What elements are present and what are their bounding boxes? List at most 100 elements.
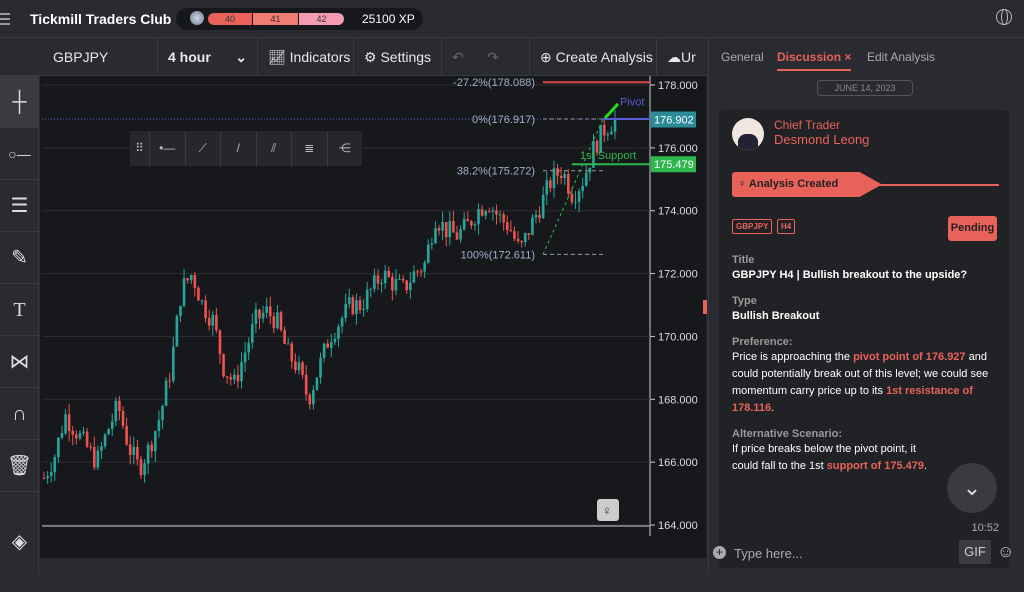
- crosshair-tool[interactable]: ┼: [0, 76, 39, 128]
- candle-body: [75, 434, 78, 439]
- price-tick-label: 168.000: [658, 394, 698, 406]
- emoji-icon[interactable]: ☺: [997, 542, 1015, 561]
- candle-body: [121, 411, 125, 426]
- create-analysis-button[interactable]: ⊕ Create Analysis: [530, 38, 657, 76]
- candle-body: [602, 124, 606, 136]
- message-card: Chief Trader Desmond Leong ♀ Analysis Cr…: [719, 110, 1009, 568]
- add-attachment-icon[interactable]: +: [713, 546, 726, 559]
- candle-body: [46, 476, 49, 479]
- candle-body: [534, 214, 538, 218]
- candle-body: [473, 224, 477, 226]
- candle-body: [444, 222, 448, 238]
- trash-icon[interactable]: 🗑︎: [0, 440, 39, 492]
- scroll-down-button[interactable]: ⌄: [947, 463, 997, 513]
- candle-body: [405, 280, 409, 291]
- settings-button[interactable]: ⚙ Settings: [354, 38, 442, 76]
- candle-body: [409, 282, 412, 291]
- candle-body: [186, 278, 189, 281]
- alternative-label: Alternative Scenario:: [732, 428, 843, 440]
- candle-body: [344, 303, 347, 318]
- candle-body: [240, 362, 243, 382]
- upload-button[interactable]: ☁Ur: [657, 38, 708, 76]
- candle-body: [488, 211, 491, 213]
- lightbulb-icon: ♀: [738, 178, 747, 190]
- candle-body: [53, 457, 57, 473]
- candle-body: [114, 400, 118, 422]
- candle-body: [437, 228, 441, 231]
- segment-icon[interactable]: /: [221, 131, 257, 166]
- plus-circle-icon: ⊕: [540, 49, 556, 65]
- indicators-button[interactable]: 📈︎ Indicators: [258, 38, 354, 76]
- candle-body: [286, 343, 290, 345]
- candle-body: [110, 421, 114, 429]
- tab-discussion-label: Discussion: [777, 50, 842, 64]
- candle-body: [64, 414, 67, 434]
- layers-icon[interactable]: ◈: [11, 531, 28, 553]
- timeframe-select[interactable]: 4 hour ⌄: [158, 38, 258, 76]
- candle-body: [556, 168, 559, 176]
- candle-body: [477, 209, 480, 225]
- gear-icon: ⚙: [364, 49, 381, 65]
- candle-body: [229, 377, 233, 380]
- gif-button[interactable]: GIF: [959, 540, 991, 564]
- text-tool[interactable]: T: [0, 284, 39, 336]
- drag-handle-icon[interactable]: ⠿: [130, 131, 150, 166]
- preference-label: Preference:: [732, 336, 793, 348]
- upload-label: Ur: [681, 49, 696, 65]
- fan-icon[interactable]: ⋲: [338, 141, 351, 155]
- line-tool[interactable]: ○—: [0, 128, 39, 180]
- ray-left-icon[interactable]: •—: [150, 131, 186, 166]
- candle-body: [358, 300, 362, 310]
- candle-body: [182, 278, 186, 306]
- brush-tool[interactable]: ✎: [0, 232, 39, 284]
- candle-body: [265, 306, 268, 313]
- globe-icon[interactable]: [996, 9, 1012, 25]
- candle-body: [394, 279, 398, 291]
- candle-body: [599, 124, 602, 153]
- candle-body: [207, 318, 211, 326]
- candle-body: [470, 221, 473, 226]
- fib-tool[interactable]: ☰: [0, 180, 39, 232]
- candle-body: [143, 463, 146, 476]
- parallel-icon[interactable]: ⫽: [257, 131, 292, 166]
- candle-body: [570, 193, 574, 203]
- analysis-details: Title GBPJPY H4 | Bullish breakout to th…: [732, 253, 1002, 485]
- resize-handle[interactable]: [703, 300, 707, 314]
- symbol-field[interactable]: GBPJPY: [39, 38, 158, 76]
- candle-body: [312, 389, 315, 405]
- message-time: 10:52: [971, 522, 999, 534]
- tab-edit-analysis[interactable]: Edit Analysis: [867, 50, 936, 64]
- indicators-label: Indicators: [289, 49, 351, 65]
- redo-icon[interactable]: ↷: [487, 49, 499, 65]
- candle-body: [179, 305, 182, 317]
- fib-levels-icon[interactable]: ≣: [292, 131, 328, 166]
- tab-discussion[interactable]: Discussion ×: [777, 50, 852, 71]
- message-input[interactable]: Type here...: [734, 546, 803, 561]
- candle-body: [125, 425, 128, 445]
- candle-body: [236, 374, 240, 382]
- segment-bold-icon[interactable]: ⟋: [186, 131, 221, 166]
- pattern-tool[interactable]: ⋈: [0, 336, 39, 388]
- candle-body: [78, 433, 82, 439]
- candle-body: [502, 214, 505, 223]
- candle-body: [49, 472, 53, 477]
- alternative-text: If price breaks below the pivot point, i…: [732, 443, 928, 472]
- app-title: Tickmill Traders Club: [30, 11, 172, 27]
- candle-body: [146, 444, 150, 464]
- candle-body: [610, 131, 613, 135]
- status-badge: Pending: [948, 216, 997, 241]
- candle-body: [168, 380, 171, 382]
- candle-body: [261, 312, 265, 319]
- tag-symbol: GBPJPY: [732, 219, 773, 234]
- tab-general[interactable]: General: [721, 50, 764, 64]
- candle-body: [279, 312, 283, 330]
- menu-icon[interactable]: [0, 13, 10, 25]
- author-name: Desmond Leong: [774, 132, 870, 147]
- support-label: 1st Support: [580, 150, 636, 162]
- magnet-tool[interactable]: ∩: [0, 388, 39, 440]
- close-tab-icon[interactable]: ×: [844, 50, 852, 64]
- candle-body: [426, 244, 430, 263]
- candle-body: [337, 326, 340, 339]
- undo-icon[interactable]: ↶: [452, 49, 464, 65]
- candle-body: [154, 431, 157, 452]
